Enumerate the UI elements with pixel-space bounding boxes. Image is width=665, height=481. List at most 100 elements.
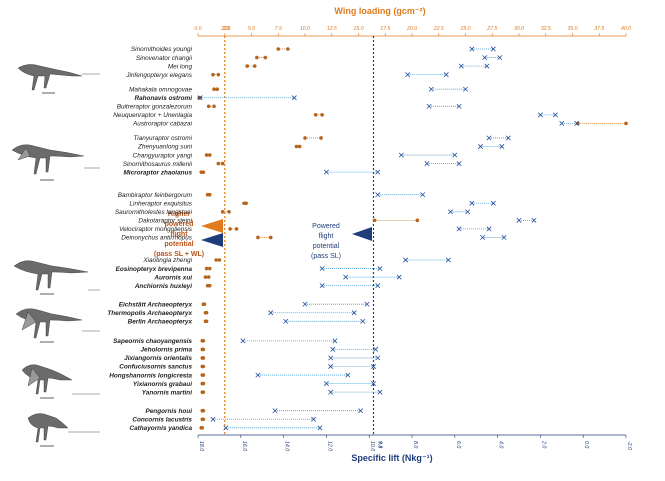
specific-lift-point: [358, 408, 364, 414]
wing-loading-point: [263, 55, 268, 60]
x-marker-stroke: [375, 169, 381, 175]
specific-lift-point: [328, 389, 334, 395]
wing-loading-point: [206, 104, 211, 109]
bottom-tick-label: 8.0: [412, 441, 418, 448]
taxon-label: Sapeornis chaoyangensis: [113, 338, 192, 345]
taxon-row: Hongshanornis longicresta: [109, 372, 351, 379]
x-marker-stroke: [332, 338, 338, 344]
x-marker-stroke: [405, 72, 411, 78]
bottom-tick-label: 4.0: [498, 441, 504, 448]
specific-lift-point: [343, 274, 349, 280]
taxon-row: Mei long: [168, 63, 490, 70]
top-tick-label: 22.5: [433, 26, 444, 32]
blue-arrow-icon: [352, 227, 372, 241]
x-marker-stroke: [364, 301, 370, 307]
taxon-label: Neuquenraptor + Unenlagia: [113, 112, 192, 119]
top-tick-label: 10.0: [300, 26, 310, 32]
wing-loading-point: [201, 339, 206, 343]
x-marker-stroke: [351, 310, 357, 316]
x-marker-stroke: [370, 381, 376, 387]
taxon-label: Jixiangornis orientalis: [124, 355, 192, 362]
specific-lift-point: [443, 72, 449, 78]
avialan-silhouette-icon: [21, 364, 73, 399]
specific-lift-point: [210, 416, 216, 422]
specific-lift-point: [452, 152, 458, 158]
x-marker-stroke: [456, 103, 462, 109]
x-marker-stroke: [302, 301, 308, 307]
x-marker-stroke: [428, 86, 434, 92]
specific-lift-point: [465, 209, 471, 215]
taxon-label: Aurornis xui: [153, 274, 192, 281]
taxon-label: Dakotaraptor steini: [138, 218, 192, 225]
taxon-row: Jeholornis prima: [141, 347, 379, 354]
taxon-label: Austroraptor cabazai: [132, 121, 193, 128]
top-tick-label: 27.5: [486, 26, 497, 32]
taxon-row: Pengornis houi: [145, 408, 364, 415]
bottom-axis-title: Specific lift (Nkg⁻¹): [351, 453, 432, 463]
top-tick-label: 0.0: [194, 26, 201, 32]
archaeopteryx-silhouette-icon: [15, 308, 83, 343]
taxon-row: Microraptor zhaoianus: [123, 169, 381, 176]
top-tick-label: 17.5: [380, 26, 390, 32]
taxon-row: Sinornithoides youngi: [131, 46, 496, 53]
x-marker-stroke: [375, 355, 381, 361]
bottom-tick-label: 12.0: [326, 441, 332, 451]
x-marker-stroke: [328, 389, 334, 395]
x-marker-stroke: [497, 55, 503, 61]
wing-loading-point: [256, 235, 260, 240]
top-tick-label: 40.0: [621, 26, 631, 32]
wing-loading-point: [217, 258, 222, 262]
taxon-label: Eosinopteryx brevipenna: [116, 266, 193, 273]
taxon-label: Yixianornis grabaui: [133, 381, 192, 388]
taxon-label: Hongshanornis longicresta: [109, 372, 192, 379]
x-marker-stroke: [486, 135, 492, 141]
orange-arrow-icon: [201, 219, 223, 233]
wing-loading-point: [303, 136, 307, 140]
theropod-silhouettes: [11, 64, 89, 447]
wing-loading-point: [200, 426, 205, 430]
wing-loading-point: [255, 55, 259, 60]
x-marker-stroke: [424, 161, 430, 167]
x-marker-stroke: [396, 274, 402, 280]
taxon-row: Tianyuraptor ostromi: [133, 135, 511, 142]
top-tick-label: 2.5: [220, 26, 228, 32]
x-marker-stroke: [272, 408, 278, 414]
specific-lift-point: [197, 95, 203, 101]
specific-lift-point: [405, 72, 411, 78]
taxon-row: Velociraptor mongoliensis: [119, 226, 492, 233]
wing-loading-point: [212, 87, 216, 91]
wing-loading-point: [268, 235, 273, 240]
taxon-label: Pengornis houi: [145, 408, 192, 415]
specific-lift-point: [377, 389, 383, 395]
x-marker-stroke: [501, 234, 507, 240]
wing-loading-point: [320, 113, 324, 117]
taxon-label: Thermopolis Archaeopteryx: [107, 310, 192, 317]
specific-lift-point: [484, 63, 490, 69]
x-marker-stroke: [552, 112, 558, 118]
wing-loading-point: [207, 192, 212, 197]
x-marker-stroke: [426, 103, 432, 109]
x-marker-stroke: [311, 416, 317, 422]
taxon-row: Aurornis xui: [153, 274, 402, 281]
wing-loading-point: [207, 153, 212, 157]
specific-lift-point: [375, 169, 381, 175]
specific-lift-point: [531, 217, 537, 223]
x-marker-stroke: [448, 209, 454, 215]
x-marker-stroke: [319, 283, 325, 289]
wing-loading-point: [201, 347, 206, 352]
annotation-line: (pass SL): [311, 253, 341, 260]
taxon-row: Deinonychus antirrhopus: [121, 234, 507, 242]
specific-lift-point: [317, 425, 323, 431]
specific-lift-point: [559, 120, 565, 126]
wing-loading-point: [204, 319, 209, 324]
x-marker-stroke: [443, 72, 449, 78]
top-tick-label: 35.0: [567, 26, 577, 32]
x-marker-stroke: [323, 169, 329, 175]
x-marker-stroke: [516, 217, 522, 223]
specific-lift-point: [501, 234, 507, 240]
specific-lift-point: [291, 95, 297, 101]
top-tick-label: 5.0: [248, 26, 255, 32]
x-marker-stroke: [482, 55, 488, 61]
